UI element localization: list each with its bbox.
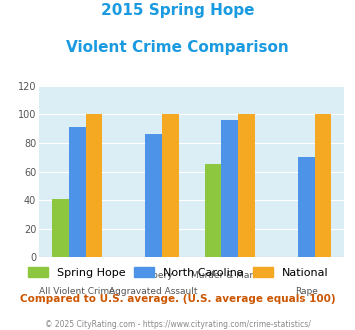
Text: Rape: Rape xyxy=(295,287,318,296)
Bar xyxy=(315,115,331,257)
Bar xyxy=(86,115,102,257)
Text: Murder & Mans...: Murder & Mans... xyxy=(191,271,268,280)
Bar xyxy=(298,157,315,257)
Text: All Violent Crime: All Violent Crime xyxy=(39,287,115,296)
Bar xyxy=(162,115,179,257)
Text: Violent Crime Comparison: Violent Crime Comparison xyxy=(66,40,289,54)
Text: Robbery: Robbery xyxy=(135,271,172,280)
Bar xyxy=(69,127,86,257)
Bar xyxy=(52,199,69,257)
Bar xyxy=(205,164,222,257)
Legend: Spring Hope, North Carolina, National: Spring Hope, North Carolina, National xyxy=(23,263,333,282)
Text: Aggravated Assault: Aggravated Assault xyxy=(109,287,198,296)
Text: © 2025 CityRating.com - https://www.cityrating.com/crime-statistics/: © 2025 CityRating.com - https://www.city… xyxy=(45,320,310,329)
Bar xyxy=(222,120,238,257)
Bar xyxy=(145,134,162,257)
Text: 2015 Spring Hope: 2015 Spring Hope xyxy=(101,3,254,18)
Text: Compared to U.S. average. (U.S. average equals 100): Compared to U.S. average. (U.S. average … xyxy=(20,294,335,304)
Bar xyxy=(238,115,255,257)
